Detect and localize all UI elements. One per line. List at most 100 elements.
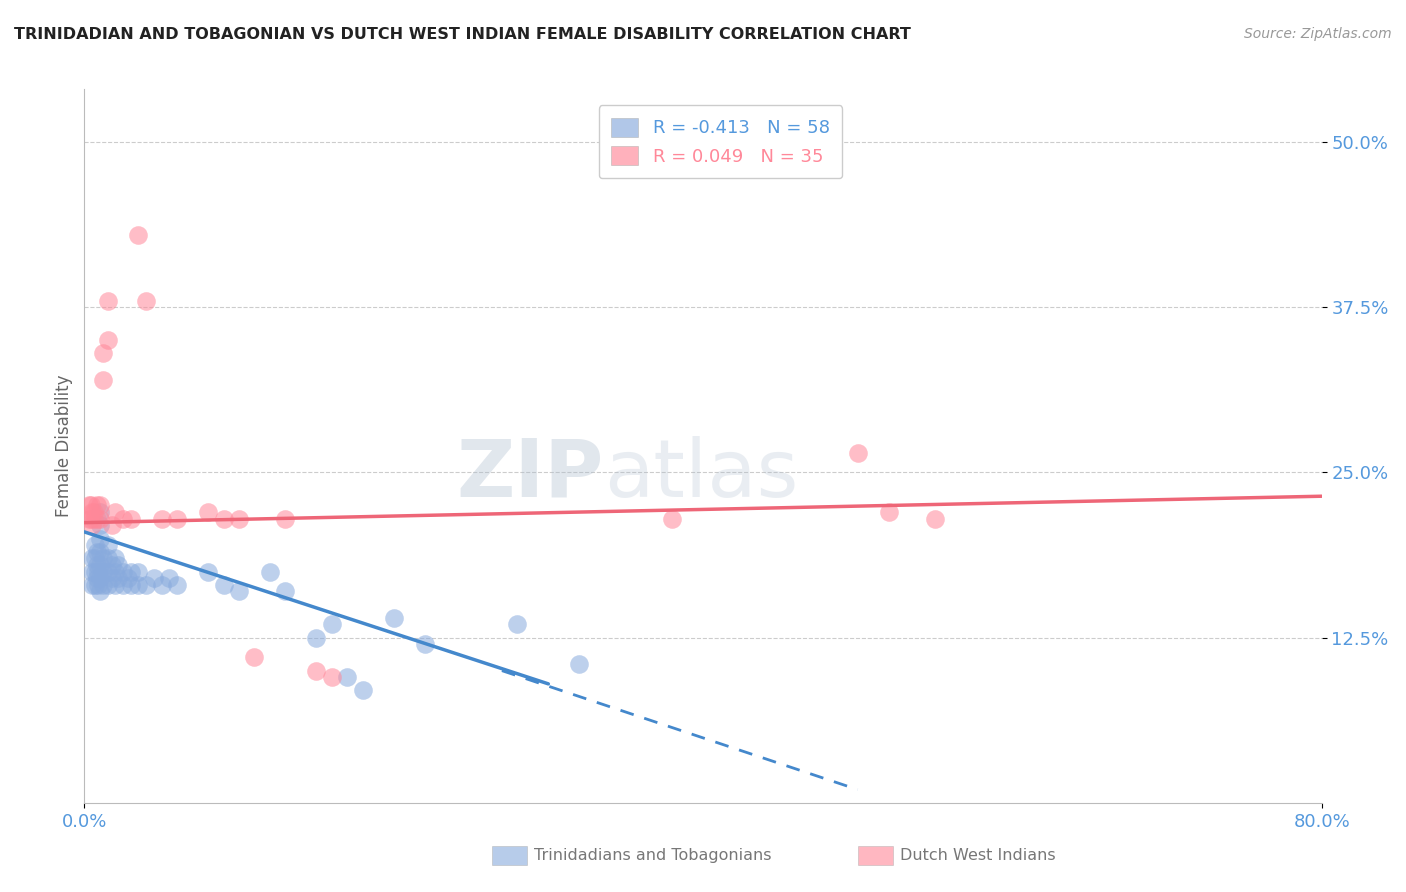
Point — [96, 565, 118, 579]
Point — [120, 565, 142, 579]
Point — [127, 565, 149, 579]
Point — [274, 584, 297, 599]
Point — [87, 565, 110, 579]
Point — [77, 499, 100, 513]
Point — [107, 571, 129, 585]
Point — [89, 545, 111, 559]
Point — [91, 373, 114, 387]
Point — [877, 505, 900, 519]
Point — [84, 551, 107, 566]
Point — [89, 518, 111, 533]
Point — [91, 551, 114, 566]
Point — [96, 333, 118, 347]
Point — [197, 505, 219, 519]
Point — [89, 584, 111, 599]
Point — [84, 565, 107, 579]
Point — [89, 505, 111, 519]
Point — [84, 538, 107, 552]
Point — [82, 578, 104, 592]
Point — [86, 511, 108, 525]
Point — [83, 511, 105, 525]
Text: Source: ZipAtlas.com: Source: ZipAtlas.com — [1244, 27, 1392, 41]
Point — [87, 578, 110, 592]
Point — [259, 565, 281, 579]
Point — [101, 558, 124, 572]
Point — [352, 683, 374, 698]
Point — [96, 293, 118, 308]
Point — [96, 551, 118, 566]
Point — [228, 584, 250, 599]
Point — [104, 551, 127, 566]
Point — [89, 532, 111, 546]
Point — [212, 578, 235, 592]
Text: TRINIDADIAN AND TOBAGONIAN VS DUTCH WEST INDIAN FEMALE DISABILITY CORRELATION CH: TRINIDADIAN AND TOBAGONIAN VS DUTCH WEST… — [14, 27, 911, 42]
Point — [336, 670, 359, 684]
Point — [112, 565, 135, 579]
Point — [83, 505, 105, 519]
Point — [82, 518, 104, 533]
Point — [382, 611, 405, 625]
Point — [143, 571, 166, 585]
Point — [228, 511, 250, 525]
Point — [135, 293, 157, 308]
Text: ZIP: ZIP — [457, 435, 605, 514]
Point — [77, 511, 100, 525]
Point — [86, 545, 108, 559]
Point — [91, 565, 114, 579]
Point — [166, 511, 188, 525]
Point — [413, 637, 436, 651]
Point — [89, 571, 111, 585]
Point — [321, 670, 343, 684]
Point — [91, 346, 114, 360]
Point — [82, 505, 104, 519]
Point — [86, 558, 108, 572]
Point — [96, 578, 118, 592]
Point — [305, 664, 328, 678]
Point — [197, 565, 219, 579]
Point — [86, 571, 108, 585]
Point — [846, 445, 869, 459]
Point — [82, 565, 104, 579]
Point — [568, 657, 591, 671]
Point — [166, 578, 188, 592]
Legend: R = -0.413   N = 58, R = 0.049   N = 35: R = -0.413 N = 58, R = 0.049 N = 35 — [599, 105, 842, 178]
Point — [79, 499, 101, 513]
Point — [89, 511, 111, 525]
Point — [96, 538, 118, 552]
Point — [159, 571, 180, 585]
Point — [91, 578, 114, 592]
Point — [120, 511, 142, 525]
Point — [127, 227, 149, 242]
Point — [112, 511, 135, 525]
Point — [150, 578, 173, 592]
Point — [104, 578, 127, 592]
Point — [104, 505, 127, 519]
Point — [127, 578, 149, 592]
Point — [212, 511, 235, 525]
Point — [243, 650, 266, 665]
Point — [924, 511, 946, 525]
Point — [112, 578, 135, 592]
Point — [506, 617, 529, 632]
Y-axis label: Female Disability: Female Disability — [55, 375, 73, 517]
Point — [104, 565, 127, 579]
Point — [101, 518, 124, 533]
Point — [150, 511, 173, 525]
Point — [305, 631, 328, 645]
Point — [274, 511, 297, 525]
Point — [120, 578, 142, 592]
Point — [89, 499, 111, 513]
Point — [79, 511, 101, 525]
Point — [117, 571, 139, 585]
Text: Trinidadians and Tobagonians: Trinidadians and Tobagonians — [534, 848, 772, 863]
Point — [135, 578, 157, 592]
Text: Dutch West Indians: Dutch West Indians — [900, 848, 1056, 863]
Point — [661, 511, 683, 525]
Text: atlas: atlas — [605, 435, 799, 514]
Point — [101, 571, 124, 585]
Point — [86, 499, 108, 513]
Point — [89, 558, 111, 572]
Point — [82, 551, 104, 566]
Point — [84, 578, 107, 592]
Point — [321, 617, 343, 632]
